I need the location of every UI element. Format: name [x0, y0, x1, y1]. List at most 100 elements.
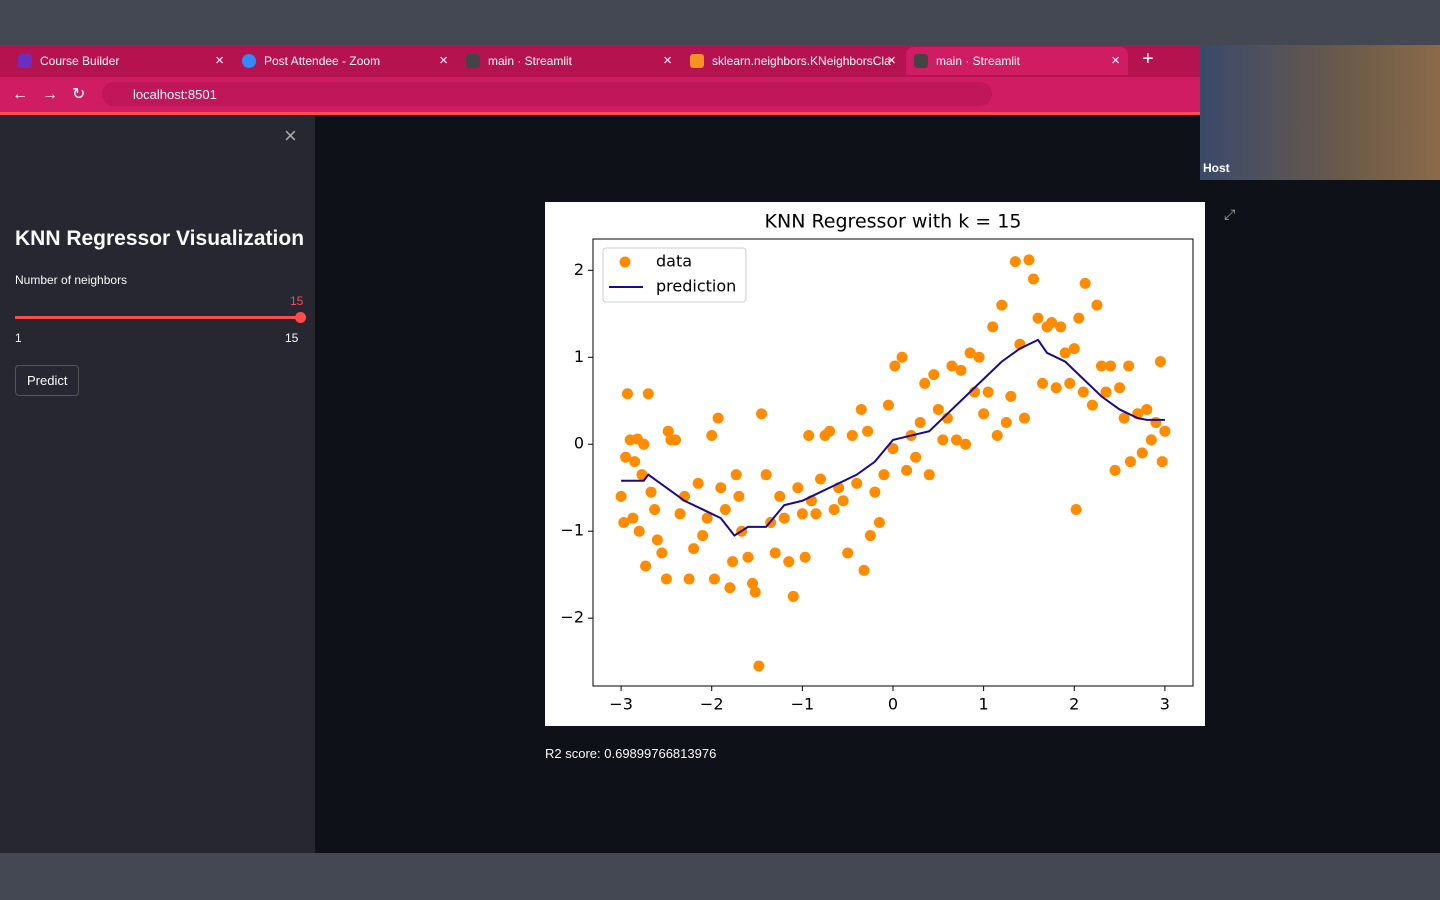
data-point — [787, 590, 799, 602]
data-point — [715, 482, 727, 494]
data-point — [636, 469, 648, 481]
chart: KNN Regressor with k = 15 −3 −2 −1 0 1 2 3 −2 −1… — [545, 202, 1205, 726]
data-point — [946, 360, 958, 372]
data-point — [873, 517, 885, 529]
data-point — [869, 486, 881, 498]
data-point — [1118, 412, 1130, 424]
data-point — [1079, 277, 1091, 289]
data-point — [1114, 382, 1126, 394]
data-point — [1073, 312, 1085, 324]
data-point — [724, 582, 736, 594]
y-tick-label: −1 — [560, 521, 584, 540]
data-point — [982, 386, 994, 398]
y-tick-label: 0 — [574, 434, 584, 453]
data-point — [742, 551, 754, 563]
tab-title: Post Attendee - Zoom — [264, 54, 381, 68]
data-point — [645, 486, 657, 498]
data-point — [842, 547, 854, 559]
data-point — [620, 451, 632, 463]
data-point — [621, 388, 633, 400]
data-point — [1105, 360, 1117, 372]
close-sidebar[interactable]: × — [284, 123, 297, 148]
data-point — [615, 490, 627, 502]
tab[interactable]: Post Attendee - Zoom × — [234, 47, 456, 75]
data-point — [697, 530, 709, 542]
data-point — [837, 495, 849, 507]
slider-track[interactable] — [15, 316, 300, 319]
data-point — [669, 434, 681, 446]
x-tick-label: −1 — [791, 695, 815, 714]
data-point — [1124, 456, 1136, 468]
data-point — [749, 586, 761, 598]
data-point — [955, 364, 967, 376]
data-point — [928, 369, 940, 381]
data-point — [914, 416, 926, 428]
tab-active[interactable]: main · Streamlit × — [906, 47, 1128, 75]
tab[interactable]: main · Streamlit × — [458, 47, 680, 75]
data-point — [987, 321, 999, 333]
data-point — [919, 377, 931, 389]
url: localhost:8501 — [133, 87, 217, 102]
data-point — [1159, 425, 1171, 437]
tab-title: main · Streamlit — [936, 54, 1021, 68]
tab-title: main · Streamlit — [488, 54, 573, 68]
data-point — [1086, 399, 1098, 411]
data-point — [896, 351, 908, 363]
data-point — [692, 477, 704, 489]
tab[interactable]: sklearn.neighbors.KNeighborsCla × — [682, 47, 904, 75]
legend-label: data — [656, 252, 692, 271]
new-tab[interactable]: + — [1142, 48, 1154, 70]
data-point — [901, 464, 913, 476]
data-point — [1018, 412, 1030, 424]
sidebar — [0, 115, 315, 853]
data-point — [706, 430, 718, 442]
data-point — [1070, 503, 1082, 515]
slider-thumb[interactable] — [295, 312, 306, 323]
main-area-right — [1200, 180, 1440, 853]
data-point — [1027, 273, 1039, 285]
data-point — [1055, 321, 1067, 333]
data-point — [950, 434, 962, 446]
data-point — [674, 508, 686, 520]
data-point — [1095, 360, 1107, 372]
address-field[interactable] — [102, 82, 992, 106]
data-point — [978, 408, 990, 420]
predict-button[interactable]: Predict — [15, 365, 80, 396]
data-point — [937, 434, 949, 446]
nav-buttons[interactable]: ←→↻ — [12, 86, 100, 103]
data-point — [733, 490, 745, 502]
data-point — [783, 556, 795, 568]
tab-title: sklearn.neighbors.KNeighborsCla — [712, 54, 891, 68]
data-point — [991, 430, 1003, 442]
data-point — [882, 399, 894, 411]
data-point — [792, 482, 804, 494]
data-point — [887, 443, 899, 455]
data-point — [651, 534, 663, 546]
data-point — [858, 564, 870, 576]
data-point — [727, 556, 739, 568]
data-point — [662, 425, 674, 437]
x-tick-label: 2 — [1069, 695, 1079, 714]
legend-box — [602, 247, 747, 303]
chart-title: KNN Regressor with k = 15 — [765, 211, 1022, 233]
data-point — [753, 660, 765, 672]
data-point — [851, 477, 863, 489]
slider-max: 15 — [285, 331, 299, 345]
data-point — [1050, 382, 1062, 394]
data-point — [1123, 360, 1135, 372]
data-point — [774, 490, 786, 502]
data-point — [964, 347, 976, 359]
data-point — [1009, 256, 1021, 268]
data-point — [796, 508, 808, 520]
data-point — [688, 543, 700, 555]
legend-label: prediction — [656, 277, 736, 296]
tab[interactable]: Course Builder × — [10, 47, 232, 75]
data-point — [1136, 447, 1148, 459]
data-point — [1109, 464, 1121, 476]
x-tick-label: 0 — [888, 695, 898, 714]
fullscreen-icon[interactable]: ⤢ — [1224, 206, 1236, 222]
data-point — [642, 388, 654, 400]
data-point — [747, 577, 759, 589]
data-point — [973, 351, 985, 363]
data-point — [1100, 386, 1112, 398]
